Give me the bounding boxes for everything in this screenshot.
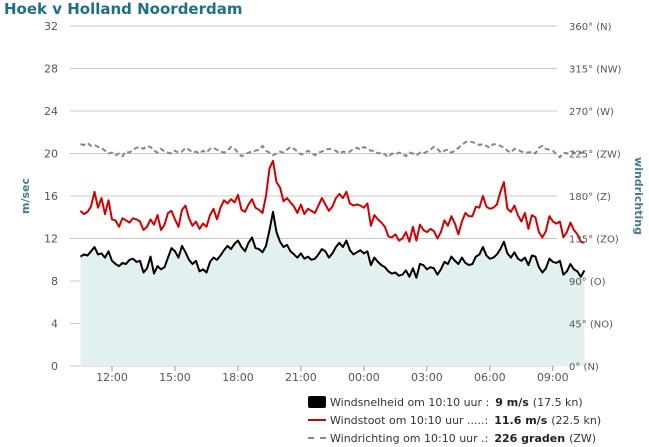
legend-swatch-gust [308, 419, 326, 421]
legend-value-gust: 11.6 m/s [494, 413, 548, 427]
y-right-tick-label: 315° (NW) [569, 65, 622, 76]
speed-area-fill [80, 211, 585, 366]
x-tick-label: 03:00 [411, 371, 443, 384]
y-right-tick-label: 90° (O) [569, 277, 606, 288]
y-right-tick-label: 0° (N) [569, 362, 599, 373]
y-tick-label: 12 [44, 233, 58, 246]
series-windsnelheid-line [79, 210, 586, 279]
series-lines [79, 140, 586, 279]
y-tick-label: 4 [51, 318, 58, 331]
y-right-tick-label: 225° (ZW) [569, 150, 621, 161]
x-tick-label: 15:00 [159, 371, 191, 384]
y-right-tick-label: 45° (NO) [569, 320, 613, 331]
y-right-tick-label: 135° (ZO) [569, 235, 619, 246]
legend-item-direction[interactable]: Windrichting om 10:10 uur .: 226 graden … [308, 429, 601, 447]
x-tick-label: 00:00 [348, 371, 380, 384]
x-tick-label: 09:00 [537, 371, 569, 384]
y-tick-label: 0 [51, 360, 58, 373]
series-windstoot-line [79, 159, 585, 244]
x-tick-label: 06:00 [474, 371, 506, 384]
legend-swatch-speed [308, 396, 326, 408]
x-tick-label: 21:00 [285, 371, 317, 384]
y-axis-label-left: m/sec [19, 178, 32, 214]
speed-area [80, 211, 585, 366]
legend-value-speed: 9 m/s [495, 395, 529, 409]
legend-label-direction: Windrichting om 10:10 uur .: [330, 431, 489, 445]
y-tick-label: 24 [44, 105, 58, 118]
y-tick-label: 20 [44, 148, 58, 161]
legend-swatch-direction [308, 437, 326, 439]
axes: 0 0° (N) 4 45° (NO) 8 90° (O) 12 135° (ZO) 16 180… [44, 20, 622, 384]
legend-value-direction: 226 graden [494, 431, 566, 445]
legend: Windsnelheid om 10:10 uur : 9 m/s (17.5 … [308, 393, 601, 447]
legend-item-gust[interactable]: Windstoot om 10:10 uur .....: 11.6 m/s (… [308, 411, 601, 429]
y-right-tick-label: 360° (N) [569, 22, 612, 33]
legend-sub-direction: (ZW) [569, 431, 597, 445]
legend-label-speed: Windsnelheid om 10:10 uur : [330, 395, 490, 409]
x-tick-label: 18:00 [222, 371, 254, 384]
x-tick-label: 12:00 [96, 371, 128, 384]
y-right-tick-label: 180° (Z) [569, 192, 611, 203]
y-tick-label: 32 [44, 20, 58, 33]
series-windrichting-line [80, 140, 585, 159]
y-right-tick-label: 270° (W) [569, 107, 614, 118]
y-tick-label: 28 [44, 63, 58, 76]
chart-title: Hoek v Holland Noorderdam [4, 0, 243, 18]
legend-sub-gust: (22.5 kn) [551, 413, 602, 427]
y-tick-label: 16 [44, 190, 58, 203]
legend-sub-speed: (17.5 kn) [532, 395, 583, 409]
y-tick-label: 8 [51, 275, 58, 288]
legend-item-speed[interactable]: Windsnelheid om 10:10 uur : 9 m/s (17.5 … [308, 393, 601, 411]
legend-label-gust: Windstoot om 10:10 uur .....: [330, 413, 489, 427]
y-axis-label-right: windrichting [632, 157, 645, 235]
